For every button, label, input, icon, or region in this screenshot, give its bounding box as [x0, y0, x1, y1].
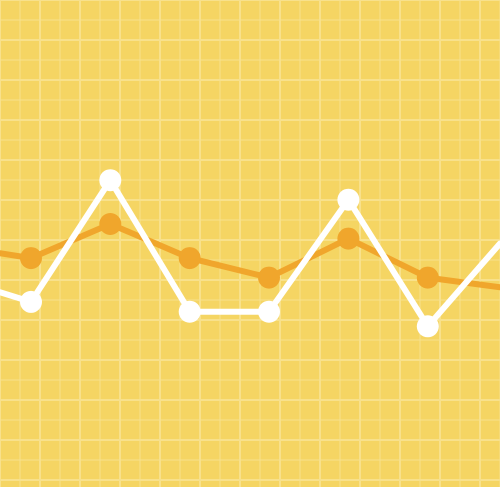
data-point — [416, 315, 439, 338]
data-point — [258, 300, 280, 323]
data-point — [258, 266, 280, 289]
series-line — [0, 221, 500, 291]
series-group — [0, 169, 500, 338]
data-point — [99, 169, 122, 192]
data-point — [99, 213, 122, 235]
data-point — [20, 247, 42, 270]
data-point — [178, 300, 201, 323]
series-1 — [0, 213, 500, 291]
data-point — [337, 188, 360, 211]
series-2 — [0, 169, 500, 338]
data-point — [178, 247, 201, 270]
data-point — [337, 227, 360, 250]
data-point — [20, 290, 42, 313]
series-line — [0, 177, 500, 330]
data-point — [416, 266, 439, 289]
